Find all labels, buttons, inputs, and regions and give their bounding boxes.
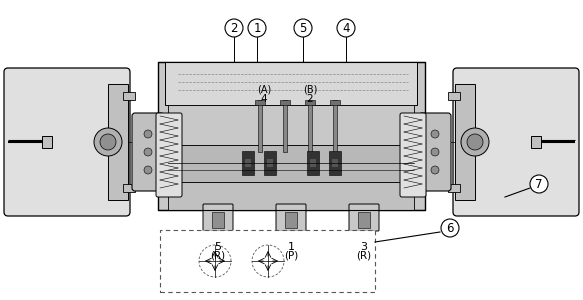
FancyBboxPatch shape [349, 204, 379, 231]
Text: 7: 7 [535, 178, 543, 190]
Bar [280, 100, 290, 105]
Bar [245, 159, 251, 167]
Bar [448, 92, 460, 100]
Text: 3: 3 [360, 242, 367, 252]
Bar [307, 151, 319, 175]
Bar [242, 151, 254, 175]
Bar [42, 136, 52, 148]
Bar [212, 212, 224, 228]
FancyBboxPatch shape [156, 113, 182, 197]
Bar [333, 100, 337, 152]
Circle shape [431, 166, 439, 174]
Circle shape [144, 166, 152, 174]
FancyBboxPatch shape [276, 204, 306, 231]
Bar [531, 136, 541, 148]
Bar [330, 100, 340, 105]
Circle shape [100, 134, 116, 150]
Circle shape [294, 19, 312, 37]
Text: (R): (R) [210, 251, 226, 261]
Bar [258, 100, 262, 152]
Bar [455, 84, 475, 200]
Text: 1: 1 [253, 22, 261, 34]
Text: 2: 2 [307, 94, 313, 104]
FancyBboxPatch shape [4, 68, 130, 216]
Bar [123, 92, 135, 100]
Circle shape [225, 19, 243, 37]
Bar [168, 105, 414, 145]
Bar [108, 84, 128, 200]
Circle shape [144, 148, 152, 156]
Text: 2: 2 [230, 22, 238, 34]
FancyBboxPatch shape [132, 113, 164, 191]
Circle shape [248, 19, 266, 37]
Circle shape [441, 219, 459, 237]
Circle shape [431, 130, 439, 138]
Bar [329, 151, 341, 175]
Text: 4: 4 [342, 22, 350, 34]
Bar [308, 100, 312, 152]
Text: 1: 1 [287, 242, 294, 252]
Circle shape [467, 134, 483, 150]
Bar [123, 184, 135, 192]
Bar [165, 62, 417, 105]
FancyBboxPatch shape [419, 113, 451, 191]
Text: (A): (A) [257, 85, 271, 95]
Bar [160, 230, 375, 292]
Bar [285, 212, 297, 228]
Bar [448, 184, 460, 192]
Text: (P): (P) [284, 251, 298, 261]
Bar [332, 159, 338, 167]
Bar [305, 100, 315, 105]
Bar [255, 100, 265, 105]
Text: 6: 6 [446, 221, 454, 235]
Text: 5: 5 [215, 242, 222, 252]
Circle shape [94, 128, 122, 156]
Circle shape [431, 148, 439, 156]
Bar [358, 212, 370, 228]
Circle shape [461, 128, 489, 156]
Text: 5: 5 [299, 22, 307, 34]
Text: 4: 4 [261, 94, 268, 104]
Circle shape [337, 19, 355, 37]
Bar [168, 182, 414, 210]
Bar [264, 151, 276, 175]
Bar [283, 100, 287, 152]
Bar [158, 62, 425, 210]
Bar [168, 145, 414, 182]
FancyBboxPatch shape [453, 68, 579, 216]
Text: (B): (B) [303, 85, 317, 95]
Circle shape [144, 130, 152, 138]
Bar [310, 159, 316, 167]
Text: (R): (R) [356, 251, 371, 261]
FancyBboxPatch shape [400, 113, 426, 197]
FancyBboxPatch shape [203, 204, 233, 231]
Bar [267, 159, 273, 167]
Circle shape [530, 175, 548, 193]
